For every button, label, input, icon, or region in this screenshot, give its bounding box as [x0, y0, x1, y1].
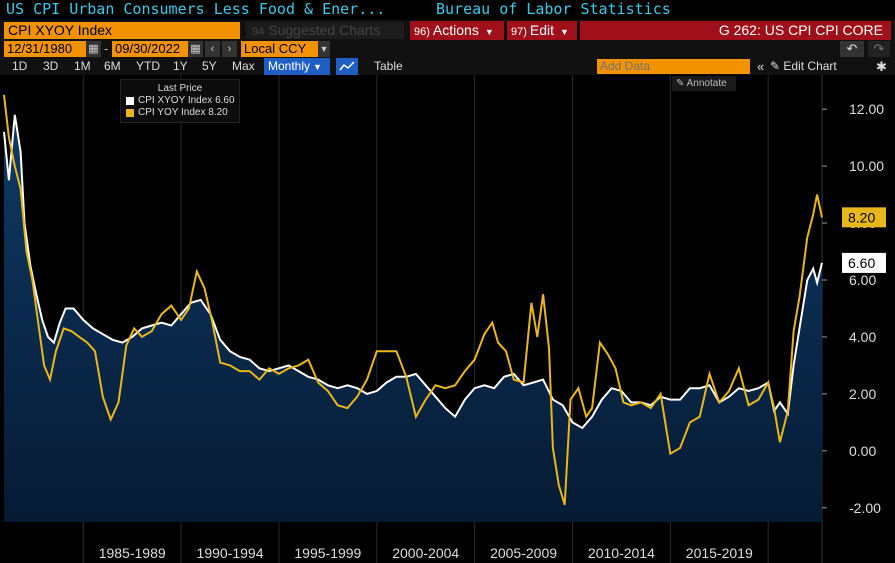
range-1y[interactable]: 1Y: [173, 59, 188, 73]
last-value-tag-core-bg: [842, 252, 886, 273]
actions-button[interactable]: 96) Actions ▼: [410, 21, 504, 40]
y-tick-label: 2.00: [849, 386, 876, 402]
edit-button[interactable]: 97) Edit ▼: [507, 21, 577, 40]
y-tick-label: 12.00: [849, 101, 884, 117]
range-6m[interactable]: 6M: [104, 59, 121, 73]
legend: Last Price CPI XYOY Index 6.60 CPI YOY I…: [120, 79, 240, 123]
y-tick-label: 6.00: [849, 272, 876, 288]
x-tick-label: 1995-1999: [294, 545, 361, 561]
chart-id-title: G 262: US CPI CPI CORE: [580, 21, 891, 40]
series-line-headline-cpi: [3, 94, 823, 506]
actions-label: Actions: [432, 22, 479, 38]
start-calendar-icon[interactable]: ▦: [86, 41, 101, 57]
legend-swatch-headline: [126, 108, 134, 117]
chevron-right-icon[interactable]: ›: [222, 41, 237, 57]
last-value-tags: 8.20 6.60: [842, 207, 886, 273]
source-title: Bureau of Labor Statistics: [436, 0, 671, 18]
edit-label: Edit: [529, 22, 555, 38]
edit-caret-icon: ▼: [560, 27, 569, 37]
y-tick-label: 4.00: [849, 329, 876, 345]
x-tick-label: 2005-2009: [490, 545, 557, 561]
frequency-select[interactable]: Monthly ▼: [264, 58, 330, 75]
frequency-label: Monthly: [268, 59, 311, 73]
pencil-icon: ✎: [770, 59, 781, 73]
x-tick-label: 1990-1994: [197, 545, 264, 561]
undo-icon[interactable]: ↶: [840, 41, 864, 57]
x-tick-label: 2000-2004: [392, 545, 459, 561]
edit-chart-label: Edit Chart: [783, 59, 837, 73]
suggested-charts-num: 94: [252, 26, 265, 38]
range-max[interactable]: Max: [232, 59, 255, 73]
x-tick-label: 1985-1989: [99, 545, 166, 561]
last-value-tag-headline: 8.20: [848, 209, 875, 225]
legend-swatch-core: [126, 96, 134, 105]
range-1m[interactable]: 1M: [74, 59, 91, 73]
core-cpi-area: [4, 114, 822, 523]
table-button[interactable]: Table: [374, 59, 403, 73]
start-date-input[interactable]: 12/31/1980: [4, 41, 86, 57]
actions-caret-icon: ▼: [484, 27, 494, 37]
edit-chart-button[interactable]: ✎ Edit Chart: [770, 58, 837, 75]
title-bar: US CPI Urban Consumers Less Food & Ener.…: [0, 0, 895, 20]
security-input[interactable]: CPI XYOY Index: [4, 22, 240, 39]
range-1d[interactable]: 1D: [12, 59, 28, 73]
legend-item-headline: CPI YOY Index 8.20: [121, 107, 239, 118]
y-tick-label: 10.00: [849, 158, 884, 174]
suggested-charts-label: Suggested Charts: [268, 22, 381, 38]
currency-dropdown-icon[interactable]: ▼: [318, 41, 330, 57]
gear-icon[interactable]: ✱: [876, 59, 887, 74]
line-chart-icon[interactable]: [336, 58, 358, 75]
y-tick-label: 0.00: [849, 443, 876, 459]
suggested-charts-button[interactable]: 94 Suggested Charts: [246, 22, 404, 39]
range-5y[interactable]: 5Y: [202, 59, 217, 73]
annotate-pencil-icon: ✎: [676, 78, 685, 89]
last-value-tag-core: 6.60: [848, 255, 875, 271]
legend-label-core: CPI XYOY Index 6.60: [138, 95, 235, 106]
x-tick-label: 2015-2019: [686, 545, 753, 561]
annotate-label: Annotate: [686, 78, 727, 89]
frequency-caret-icon: ▼: [313, 62, 322, 72]
currency-select[interactable]: Local CCY: [241, 41, 319, 57]
chevron-left-icon[interactable]: ‹: [205, 41, 220, 57]
legend-item-core: CPI XYOY Index 6.60: [121, 95, 239, 106]
range-ytd[interactable]: YTD: [136, 59, 160, 73]
legend-label-headline: CPI YOY Index 8.20: [138, 107, 228, 118]
collapse-icon[interactable]: «: [757, 59, 765, 74]
redo-icon[interactable]: ↷: [868, 41, 890, 57]
y-tick-label: -2.00: [849, 500, 881, 516]
annotate-button[interactable]: ✎ Annotate: [672, 76, 736, 91]
add-data-input[interactable]: [597, 59, 750, 74]
last-value-tag-headline-bg: [842, 207, 886, 228]
security-title: US CPI Urban Consumers Less Food & Ener.…: [6, 0, 386, 18]
end-calendar-icon[interactable]: ▦: [188, 41, 203, 57]
end-date-input[interactable]: 09/30/2022: [112, 41, 188, 57]
x-tick-label: 2010-2014: [588, 545, 655, 561]
x-axis: 1985-1989 1990-1994 1995-1999 2000-2004 2005…: [99, 545, 753, 561]
actions-num: 96): [414, 26, 430, 38]
legend-header: Last Price: [157, 83, 203, 94]
edit-num: 97): [511, 26, 527, 38]
date-separator: -: [104, 41, 109, 56]
range-3d[interactable]: 3D: [43, 59, 59, 73]
